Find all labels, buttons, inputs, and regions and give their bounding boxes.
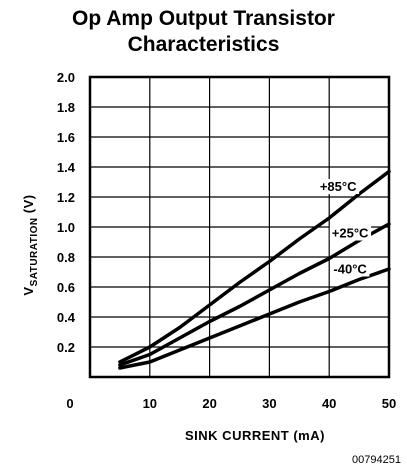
series-label-2: -40°C (333, 262, 367, 277)
x-tick-label: 10 (143, 396, 157, 411)
series-label-background (317, 179, 360, 194)
y-tick-label: 1.4 (57, 160, 76, 175)
y-tick-label: 1.8 (57, 100, 75, 115)
x-tick-label: 40 (322, 396, 336, 411)
series-line-1 (118, 222, 391, 367)
x-tick-label: 0 (66, 396, 73, 411)
x-tick-labels: 0 10 20 30 40 50 (66, 396, 396, 411)
y-tick-labels: 0.2 0.4 0.6 0.8 1.0 1.2 1.4 1.6 1.8 2.0 (57, 70, 76, 355)
y-axis-label-main: V (21, 286, 36, 295)
x-axis-label: SINK CURRENT (mA) (185, 428, 325, 443)
figure-code: 00794251 (352, 454, 401, 466)
series-label-1: +25°C (332, 226, 369, 241)
series-line-2 (118, 267, 391, 370)
y-tick-label: 0.6 (57, 280, 75, 295)
series-label-background (331, 261, 370, 277)
plot-frame (88, 75, 391, 379)
series-lines (118, 169, 391, 370)
y-tick-label: 0.8 (57, 250, 75, 265)
y-tick-label: 0.4 (57, 310, 76, 325)
series-label-background (329, 225, 372, 241)
x-tick-label: 50 (382, 396, 396, 411)
chart-title-line-2: Characteristics (127, 33, 280, 56)
y-tick-label: 1.6 (57, 130, 75, 145)
series-line-0 (118, 169, 391, 364)
series-label-0: +85°C (320, 179, 357, 194)
y-tick-label: 1.0 (57, 220, 75, 235)
y-axis-label-unit: (V) (21, 194, 36, 217)
x-tick-label: 20 (202, 396, 216, 411)
y-tick-label: 0.2 (57, 340, 75, 355)
y-tick-label: 1.2 (57, 190, 75, 205)
y-axis-label-subscript: SATURATION (29, 217, 40, 286)
chart-title-line-1: Op Amp Output Transistor (72, 7, 335, 30)
series-labels: +85°C +25°C -40°C (317, 179, 372, 277)
y-tick-label: 2.0 (57, 70, 75, 85)
y-axis-label: VSATURATION (V) (21, 194, 40, 295)
x-tick-label: 30 (262, 396, 276, 411)
